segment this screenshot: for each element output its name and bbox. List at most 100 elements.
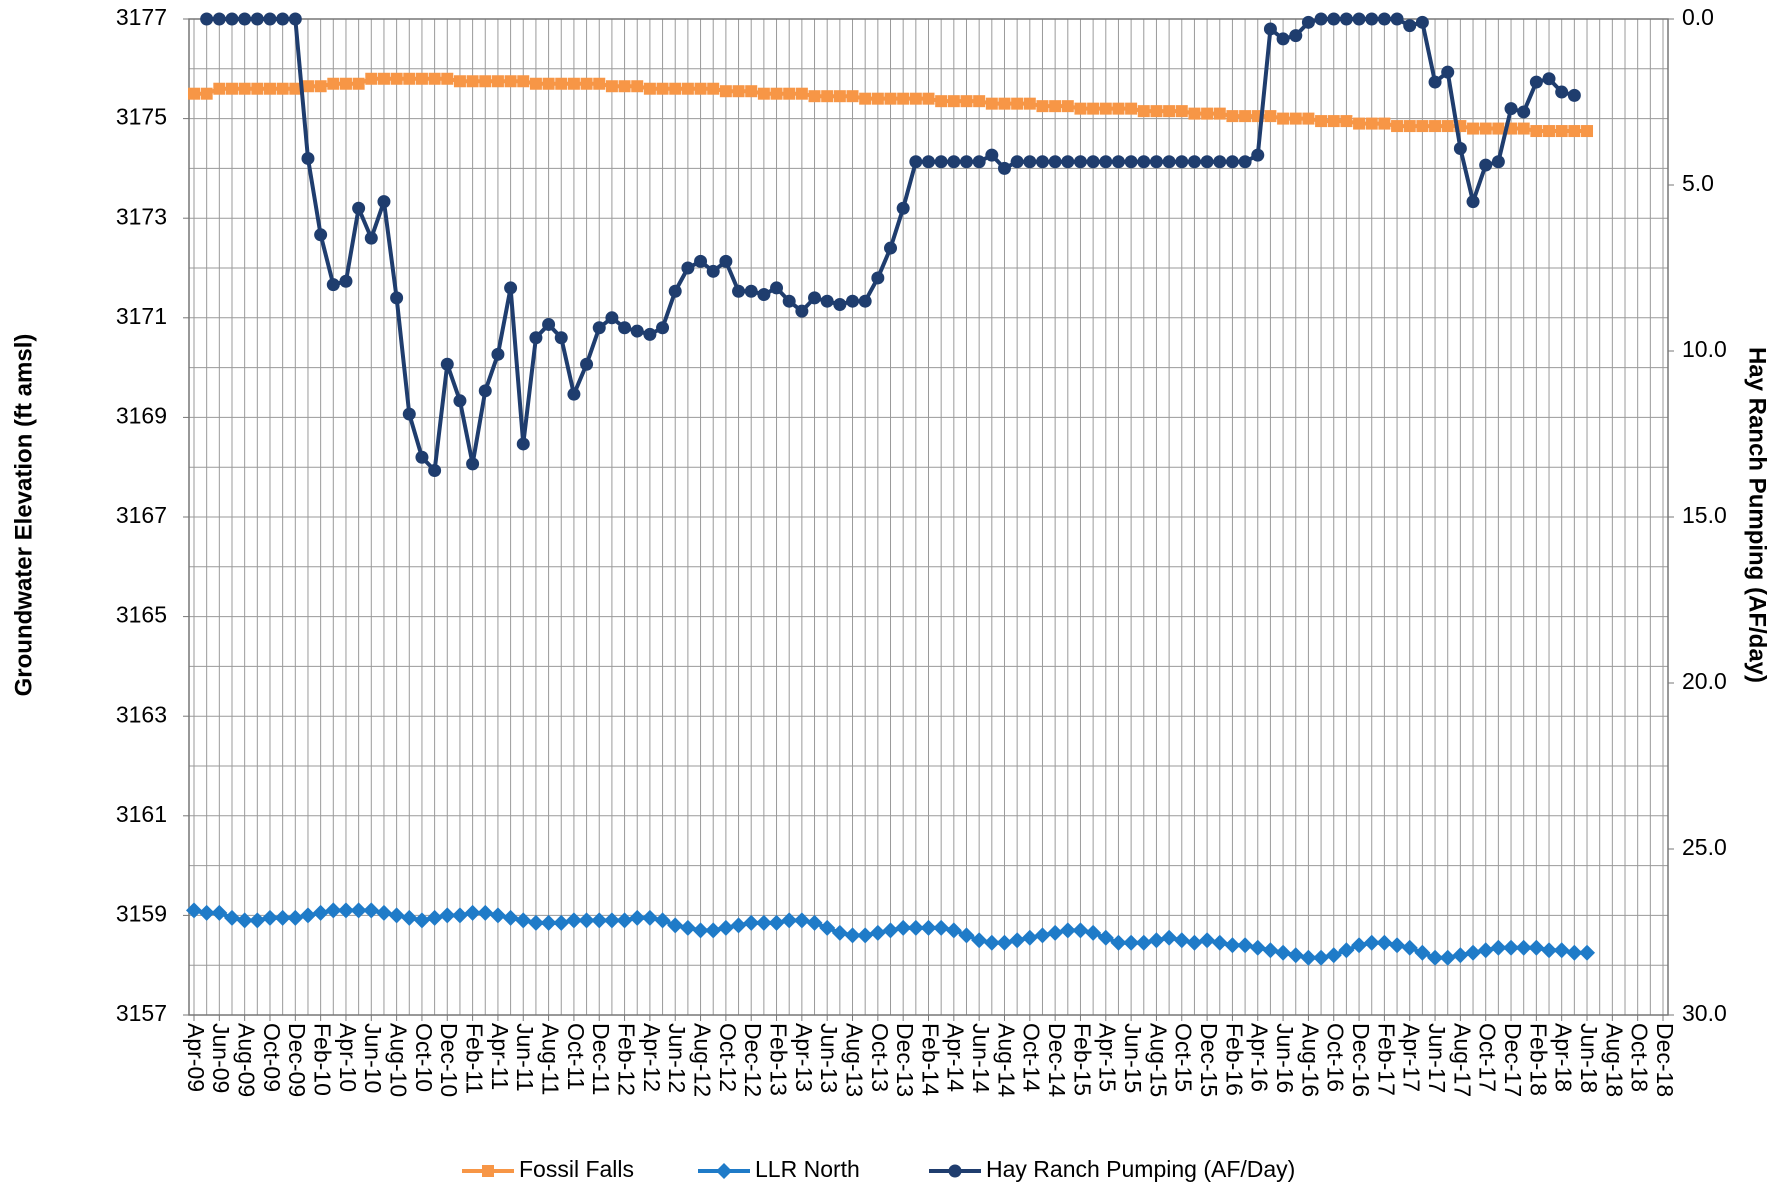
marker-diamond (198, 904, 215, 921)
marker-square (1213, 107, 1226, 120)
marker-square (339, 77, 352, 90)
marker-circle (694, 254, 708, 268)
marker-diamond (869, 924, 886, 941)
y-tick-label: 3171 (116, 303, 167, 329)
marker-circle (301, 151, 315, 165)
x-tick-label: Dec-15 (1196, 1023, 1222, 1097)
marker-circle (959, 155, 973, 169)
marker-square (238, 82, 251, 95)
marker-square (1315, 115, 1328, 128)
x-tick-label: Dec-09 (284, 1023, 310, 1097)
marker-circle (554, 331, 568, 345)
marker-square (859, 92, 872, 105)
marker-diamond (958, 927, 975, 944)
x-tick-label: Apr-10 (335, 1023, 361, 1092)
marker-square (973, 95, 986, 108)
marker-diamond (325, 902, 342, 919)
y-tick-label: 3163 (116, 701, 167, 727)
x-tick-label: Aug-16 (1297, 1023, 1323, 1097)
marker-diamond (1376, 934, 1393, 951)
marker-circle (1023, 155, 1037, 169)
marker-square (441, 72, 454, 85)
marker-diamond (1135, 934, 1152, 951)
marker-circle (1035, 155, 1049, 169)
marker-diamond (211, 904, 228, 921)
marker-circle (1073, 155, 1087, 169)
marker-circle (1111, 155, 1125, 169)
marker-circle (529, 331, 543, 345)
marker-diamond (1351, 937, 1368, 954)
marker-circle (352, 201, 366, 215)
x-tick-label: Oct-17 (1475, 1023, 1501, 1092)
marker-diamond (844, 927, 861, 944)
marker-diamond (489, 907, 506, 924)
marker-circle (466, 457, 480, 471)
marker-square (998, 97, 1011, 110)
x-tick-label: Oct-15 (1171, 1023, 1197, 1092)
marker-square (365, 72, 378, 85)
marker-diamond (1363, 934, 1380, 951)
marker-square (1150, 105, 1163, 118)
x-tick-label: Feb-10 (310, 1023, 336, 1096)
marker-diamond (603, 912, 620, 929)
marker-circle (1251, 148, 1265, 162)
marker-diamond (1047, 924, 1064, 941)
legend-label: Fossil Falls (519, 1156, 634, 1182)
marker-square (1036, 100, 1049, 113)
marker-square (1429, 120, 1442, 133)
marker-circle (339, 274, 353, 288)
marker-square (542, 77, 555, 90)
x-tick-label: Jun-16 (1272, 1023, 1298, 1093)
x-tick-label: Oct-12 (715, 1023, 741, 1092)
marker-square (225, 82, 238, 95)
marker-square (491, 75, 504, 88)
marker-diamond (553, 914, 570, 931)
marker-square (669, 82, 682, 95)
series (188, 72, 1594, 138)
marker-circle (1276, 32, 1290, 46)
marker-circle (706, 264, 720, 278)
marker-square (732, 85, 745, 98)
x-tick-label: Jun-11 (512, 1023, 538, 1092)
y-tick-label: 3169 (116, 402, 167, 428)
marker-circle (1048, 155, 1062, 169)
x-tick-label: Apr-13 (791, 1023, 817, 1092)
marker-square (1264, 110, 1277, 123)
marker-circle (1555, 85, 1569, 99)
marker-circle (732, 284, 746, 298)
marker-diamond (477, 904, 494, 921)
marker-diamond (692, 922, 709, 939)
marker-diamond (755, 914, 772, 931)
x-tick-label: Apr-12 (639, 1023, 665, 1092)
marker-circle (643, 327, 657, 341)
marker-circle (478, 384, 492, 398)
marker-circle (896, 201, 910, 215)
x-tick-label: Apr-09 (183, 1023, 209, 1092)
marker-diamond (1262, 942, 1279, 959)
marker-square (428, 72, 441, 85)
marker-square (567, 77, 580, 90)
x-tick-label: Jun-12 (664, 1023, 690, 1093)
marker-square (1125, 102, 1138, 115)
marker-diamond (591, 912, 608, 929)
marker-circle (605, 311, 619, 325)
marker-square (719, 85, 732, 98)
marker-diamond (1300, 949, 1317, 966)
marker-diamond (1224, 937, 1241, 954)
marker-square (1239, 110, 1252, 123)
marker-square (1061, 100, 1074, 113)
marker-circle (212, 12, 226, 26)
marker-diamond (1123, 934, 1140, 951)
marker-diamond (1503, 939, 1520, 956)
marker-diamond (287, 909, 304, 926)
marker-diamond (502, 909, 519, 926)
marker-square (985, 97, 998, 110)
marker-circle (1124, 155, 1138, 169)
y-tick-label: 3175 (116, 104, 167, 130)
x-tick-label: Aug-12 (689, 1023, 715, 1097)
y2-tick-label: 5.0 (1682, 170, 1714, 196)
marker-diamond (629, 909, 646, 926)
marker-square (377, 72, 390, 85)
marker-circle (858, 294, 872, 308)
marker-circle (833, 298, 847, 312)
